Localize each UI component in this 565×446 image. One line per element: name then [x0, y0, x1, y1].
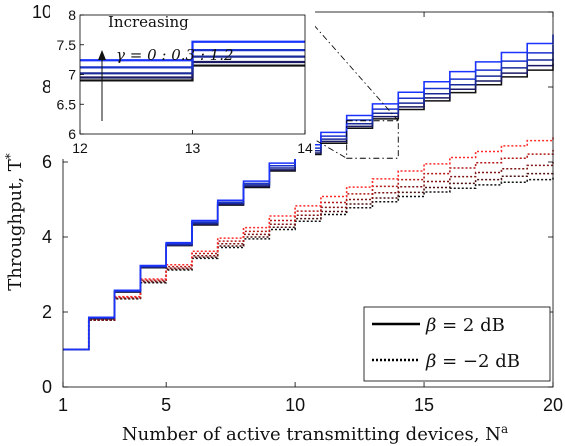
- y-tick-label: 8: [42, 77, 52, 97]
- x-tick-label: 5: [161, 395, 171, 415]
- inset-y-ticks: 6 6.5 7 7.5 8: [57, 7, 84, 142]
- legend: β = 2 dB β = −2 dB: [363, 306, 551, 382]
- inset-x-tick-label: 14: [297, 140, 313, 156]
- legend-entry-beta-minus-2: β = −2 dB: [372, 351, 520, 372]
- main-series-group: [63, 34, 554, 351]
- x-tick-label: 15: [414, 395, 434, 415]
- x-axis-label-text: Number of active transmitting devices, N: [122, 424, 501, 445]
- inset-x-ticks: 12 13 14: [72, 130, 313, 156]
- series-beta-minus-2-gamma-1-2: [63, 135, 554, 351]
- legend-label-beta-minus-2-symbol: β: [425, 351, 436, 372]
- x-tick-label: 10: [285, 395, 305, 415]
- y-tick-label: 2: [42, 302, 52, 322]
- x-axis-label-superscript: a: [501, 422, 508, 436]
- series-beta-minus-2-gamma-0-6: [63, 162, 554, 351]
- increase-arrow-icon: [98, 50, 106, 121]
- y-tick-label: 10: [32, 2, 52, 22]
- inset-y-tick-label: 7: [68, 67, 76, 83]
- legend-label-beta-2: β = 2 dB: [425, 315, 505, 336]
- inset-y-tick-label: 7.5: [57, 37, 77, 53]
- legend-label-beta-2-text: = 2 dB: [436, 315, 504, 336]
- legend-box: [363, 306, 551, 382]
- series-beta-2-gamma-1-2: [63, 34, 554, 351]
- legend-label-beta-minus-2-text: = −2 dB: [436, 351, 520, 372]
- legend-label-beta-2-symbol: β: [425, 315, 436, 336]
- zoom-connector-top: [304, 14, 399, 122]
- legend-label-beta-minus-2: β = −2 dB: [425, 351, 520, 372]
- series-beta-minus-2-gamma-0-9: [63, 150, 554, 351]
- legend-entry-beta-2: β = 2 dB: [372, 315, 505, 336]
- x-tick-label: 20: [543, 395, 563, 415]
- zoom-region-box: [346, 120, 399, 159]
- inset-annotation-gamma-range: γ = 0 : 0.3 : 1.2: [116, 46, 234, 64]
- inset-series-group: [80, 40, 305, 82]
- series-beta-minus-2-gamma-0-3: [63, 171, 554, 351]
- inset-plot: 12 13 14 6 6.5 7 7.5 8 Increasing γ = 0 : 0.3 …: [50, 5, 315, 159]
- x-tick-label: 1: [58, 395, 68, 415]
- x-axis-label: Number of active transmitting devices, N…: [122, 422, 508, 445]
- inset-y-tick-label: 8: [68, 7, 76, 23]
- inset-annotation-increasing: Increasing: [108, 13, 189, 31]
- y-tick-label: 0: [42, 377, 52, 397]
- y-axis-label-text: Throughput, T: [5, 159, 26, 291]
- inset-x-tick-label: 13: [185, 140, 201, 156]
- x-axis-ticks: 1 5 10 15 20: [58, 12, 563, 415]
- y-tick-label: 4: [42, 227, 52, 247]
- inset-background: [50, 5, 315, 159]
- y-tick-label: 6: [42, 152, 52, 172]
- inset-x-tick-label: 12: [72, 140, 88, 156]
- inset-series-gamma-1-2: [80, 40, 305, 62]
- y-axis-label: Throughput, T*: [3, 153, 26, 291]
- inset-y-tick-label: 6.5: [57, 96, 77, 112]
- y-axis-label-superscript: *: [3, 153, 17, 159]
- inset-y-tick-label: 6: [68, 126, 76, 142]
- zoom-indicator: [304, 14, 399, 159]
